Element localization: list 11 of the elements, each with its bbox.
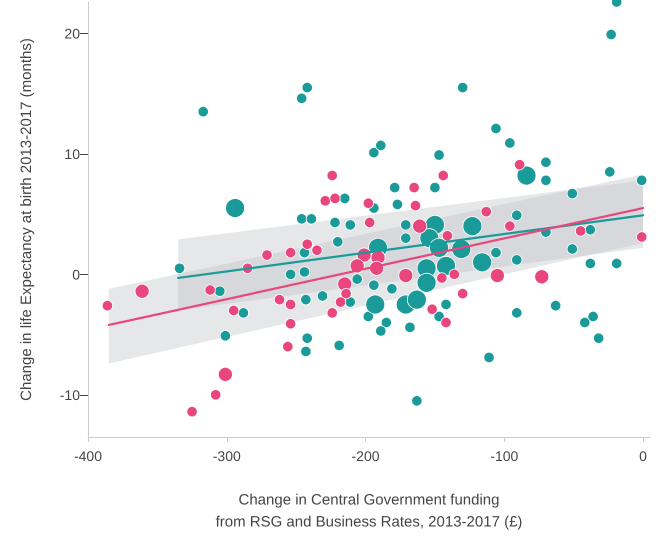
y-tick-label: -10 [60,386,80,403]
x-tick-label: -400 [74,448,102,464]
x-tick-label: -300 [212,448,241,464]
x-tick-label: -200 [352,448,380,464]
x-tick-label: 0 [639,448,648,464]
y-tick-label: 20 [64,25,80,42]
y-axis-title: Change in life Expectancy at birth 2013-2017 (months) [18,38,35,401]
x-tick-label: -100 [490,448,519,464]
x-axis-title: Change in Central Government funding from RSG and Business Rates, 2013-2017 (£) [216,492,522,530]
y-tick-label: 10 [64,146,80,162]
y-tick-label: 0 [72,266,80,282]
